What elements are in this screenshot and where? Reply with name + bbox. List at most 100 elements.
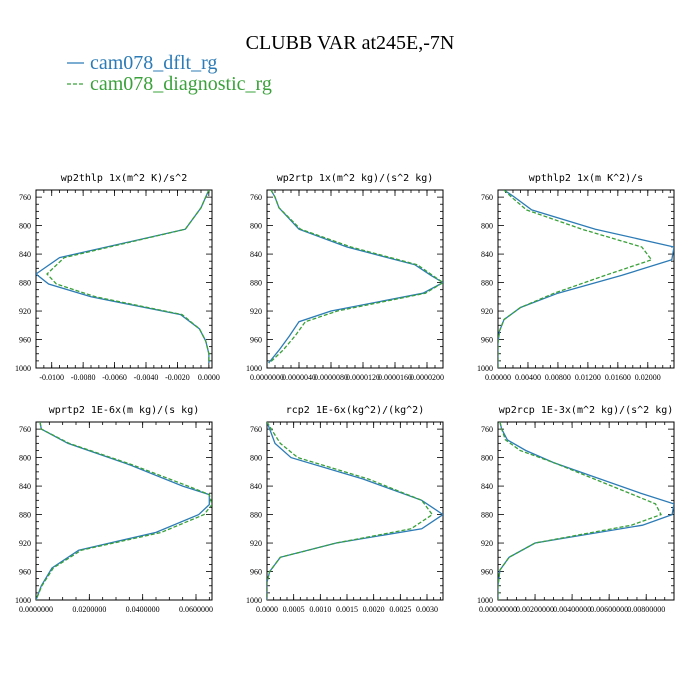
plot-frame [266,421,444,601]
y-tick-label: 840 [19,482,31,491]
y-tick-label: 760 [250,193,262,202]
panel-title: wp2thlp 1x(m^2 K)/s^2 [61,173,187,184]
x-tick-label: 0.0600000 [179,605,213,614]
series-line [498,422,662,600]
x-tick-label: 0.0000160 [378,373,412,382]
y-tick-label: 800 [19,222,31,231]
plot-frame [497,189,675,369]
y-tick-label: 1000 [246,364,262,373]
y-tick-label: 960 [19,336,31,345]
x-tick-label: 0.02000 [635,373,661,382]
x-tick-label: -0.0080 [71,373,96,382]
y-tick-label: 760 [481,425,493,434]
y-tick-label: 880 [250,511,262,520]
x-tick-label: 0.0000 [198,373,220,382]
chart-panel: wp2rcp 1E-3x(m^2 kg)/(s^2 kg) 760 800 840 88… [477,405,675,614]
x-tick-label: 0.0000000 [250,373,284,382]
x-tick-label: -0.0020 [165,373,190,382]
series-line [268,190,443,364]
series-line [498,190,653,368]
x-tick-label: -0.0040 [134,373,159,382]
x-tick-label: 0.0400000 [126,605,160,614]
x-tick-label: 0.0000080 [314,373,348,382]
y-tick-label: 800 [481,454,493,463]
y-tick-label: 840 [481,482,493,491]
y-tick-label: 760 [19,425,31,434]
series-line [36,422,212,600]
y-tick-label: 880 [481,279,493,288]
y-tick-label: 920 [19,539,31,548]
x-tick-label: 0.0000 [256,605,278,614]
y-tick-label: 1000 [477,596,493,605]
panel-title: wpthlp2 1x(m K^2)/s [529,173,643,184]
x-tick-label: 0.0000040 [282,373,316,382]
x-tick-label: 0.0030 [416,605,438,614]
panels: wp2thlp 1x(m^2 K)/s^2 760 800 840 880 920 960 1… [15,173,675,614]
chart-panel: wprtp2 1E-6x(m kg)/(s kg) 760 800 840 880 920… [15,405,213,614]
x-tick-label: 0.0000200 [410,373,444,382]
y-tick-label: 1000 [477,364,493,373]
y-tick-label: 960 [481,568,493,577]
chart-panel: wp2rtp 1x(m^2 kg)/(s^2 kg) 760 800 840 880 92… [246,173,444,382]
y-tick-label: 920 [481,539,493,548]
x-tick-label: 0.0010 [309,605,331,614]
y-tick-label: 960 [250,568,262,577]
y-tick-label: 920 [19,307,31,316]
x-tick-label: 0.00000 [485,373,511,382]
legend-label: cam078_dflt_rg [90,52,217,74]
y-tick-label: 840 [250,482,262,491]
x-tick-label: 0.00600000 [590,605,628,614]
y-tick-label: 960 [481,336,493,345]
series-line [267,422,434,600]
y-tick-label: 840 [250,250,262,259]
y-tick-label: 800 [481,222,493,231]
x-tick-label: 0.01200 [575,373,601,382]
y-tick-label: 840 [481,250,493,259]
chart-panel: wpthlp2 1x(m K^2)/s 760 800 840 880 920 960 100… [477,173,675,382]
x-tick-label: 0.0025 [389,605,411,614]
y-tick-label: 880 [19,511,31,520]
figure-title: CLUBB VAR at245E,-7N [246,32,455,54]
x-tick-label: 0.0020 [363,605,385,614]
y-tick-label: 800 [250,454,262,463]
x-tick-label: -0.0100 [39,373,64,382]
y-tick-label: 920 [250,307,262,316]
x-tick-label: 0.01600 [605,373,631,382]
y-tick-label: 1000 [15,364,31,373]
plot-frame [35,421,213,601]
y-tick-label: 1000 [15,596,31,605]
y-tick-label: 960 [19,568,31,577]
x-tick-label: 0.00200000 [516,605,554,614]
y-tick-label: 800 [250,222,262,231]
y-tick-label: 880 [250,279,262,288]
x-tick-label: 0.0000120 [346,373,380,382]
x-tick-label: -0.0060 [102,373,127,382]
y-tick-label: 920 [481,307,493,316]
legend-entry: cam078_dflt_rg [67,52,217,74]
x-tick-label: 0.0015 [336,605,358,614]
x-tick-label: 0.0000000 [19,605,53,614]
chart-panel: rcp2 1E-6x(kg^2)/(kg^2) 760 800 840 880 920 96… [246,405,444,614]
y-tick-label: 760 [250,425,262,434]
panel-title: rcp2 1E-6x(kg^2)/(kg^2) [286,405,424,416]
x-tick-label: 0.0200000 [72,605,106,614]
plot-frame [497,421,675,601]
panel-title: wp2rcp 1E-3x(m^2 kg)/(s^2 kg) [499,405,674,416]
chart-panel: wp2thlp 1x(m^2 K)/s^2 760 800 840 880 920 960 1… [15,173,220,382]
y-tick-label: 1000 [246,596,262,605]
x-tick-label: 0.00400000 [553,605,591,614]
x-tick-label: 0.00800000 [627,605,665,614]
plot-frame [35,189,213,369]
y-tick-label: 880 [19,279,31,288]
legend-label: cam078_diagnostic_rg [90,73,272,95]
y-tick-label: 760 [481,193,493,202]
panel-title: wp2rtp 1x(m^2 kg)/(s^2 kg) [277,173,434,184]
panel-title: wprtp2 1E-6x(m kg)/(s kg) [49,405,200,416]
y-tick-label: 880 [481,511,493,520]
y-tick-label: 760 [19,193,31,202]
x-tick-label: 0.00000000 [479,605,517,614]
y-tick-label: 960 [250,336,262,345]
x-tick-label: 0.00400 [515,373,541,382]
